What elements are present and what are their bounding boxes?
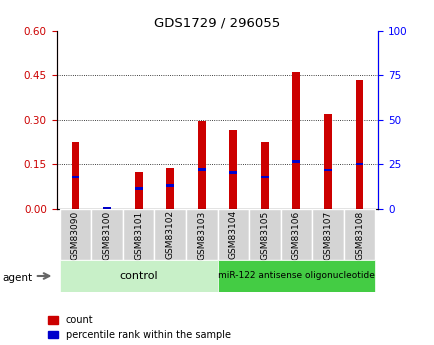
Bar xyxy=(103,208,111,209)
Legend: count, percentile rank within the sample: count, percentile rank within the sample xyxy=(48,315,230,340)
Text: GSM83106: GSM83106 xyxy=(291,210,300,259)
Bar xyxy=(71,142,79,209)
Bar xyxy=(323,169,331,171)
Bar xyxy=(217,209,249,260)
Title: GDS1729 / 296055: GDS1729 / 296055 xyxy=(154,17,280,30)
Bar xyxy=(292,72,299,209)
Text: control: control xyxy=(119,271,158,281)
Bar xyxy=(103,207,111,209)
Bar xyxy=(355,80,363,209)
Bar xyxy=(122,209,154,260)
Bar xyxy=(229,171,237,174)
Bar xyxy=(292,160,299,162)
Bar xyxy=(217,260,375,292)
Bar xyxy=(197,168,205,170)
Bar xyxy=(91,209,122,260)
Bar xyxy=(185,209,217,260)
Text: GSM83105: GSM83105 xyxy=(260,210,269,259)
Bar xyxy=(166,168,174,209)
Bar xyxy=(59,260,217,292)
Bar xyxy=(166,185,174,187)
Bar xyxy=(280,209,312,260)
Text: GSM83104: GSM83104 xyxy=(228,210,237,259)
Text: miR-122 antisense oligonucleotide: miR-122 antisense oligonucleotide xyxy=(217,272,374,280)
Bar xyxy=(59,209,91,260)
Bar xyxy=(343,209,375,260)
Bar xyxy=(312,209,343,260)
Bar xyxy=(71,176,79,178)
Bar xyxy=(355,163,363,166)
Bar xyxy=(135,187,142,190)
Text: GSM83103: GSM83103 xyxy=(197,210,206,259)
Bar xyxy=(154,209,185,260)
Text: agent: agent xyxy=(2,273,32,283)
Bar xyxy=(229,130,237,209)
Text: GSM83108: GSM83108 xyxy=(354,210,363,259)
Text: GSM83107: GSM83107 xyxy=(323,210,332,259)
Text: GSM83101: GSM83101 xyxy=(134,210,143,259)
Bar xyxy=(260,176,268,178)
Text: GSM83100: GSM83100 xyxy=(102,210,111,259)
Bar xyxy=(260,142,268,209)
Text: GSM83090: GSM83090 xyxy=(71,210,80,259)
Bar xyxy=(323,114,331,209)
Text: GSM83102: GSM83102 xyxy=(165,210,174,259)
Bar xyxy=(197,121,205,209)
Bar xyxy=(249,209,280,260)
Bar xyxy=(135,172,142,209)
